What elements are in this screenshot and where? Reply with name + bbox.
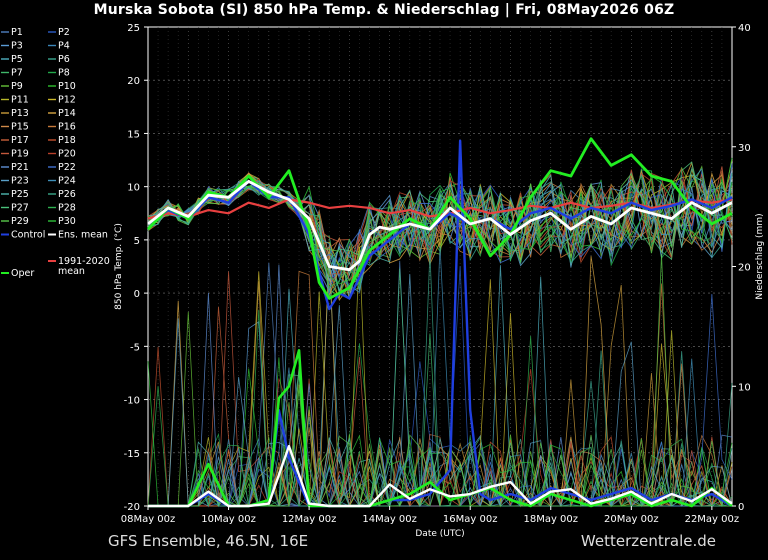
legend-label: Control xyxy=(11,230,45,241)
x-tick-label: 08May 00z xyxy=(121,514,176,525)
legend-label: P28 xyxy=(58,203,76,214)
legend-label: P13 xyxy=(11,108,29,119)
legend-label: P12 xyxy=(58,95,76,106)
ens-mean-precip-line xyxy=(148,444,733,508)
legend-label: P27 xyxy=(11,203,29,214)
member-temp-line xyxy=(147,157,733,285)
member-temp-line xyxy=(147,161,733,270)
legend-label: P7 xyxy=(11,68,23,79)
legend-label: P21 xyxy=(11,162,29,173)
y-left-tick-label: -10 xyxy=(124,396,140,407)
legend-label: P18 xyxy=(58,135,76,146)
legend: P1 P2 P3 P4 P5 P6 P7 P8 P9 P10 P11 P12 P13 P14 P15 P16 P… xyxy=(1,27,110,279)
legend-label: P29 xyxy=(11,216,29,227)
legend-label: P11 xyxy=(11,95,29,106)
axes: 25 20 15 10 5 0 -5 -10 -15 -20 40 30 20 10 0 08May 00z 1… xyxy=(114,23,765,539)
y-right-tick-label: 40 xyxy=(738,23,751,34)
member-temp-line xyxy=(147,174,733,288)
legend-label: P23 xyxy=(11,176,29,187)
legend-label: P20 xyxy=(58,149,76,160)
y-left-tick-label: 15 xyxy=(127,129,140,140)
x-tick-label: 22May 00z xyxy=(685,514,740,525)
x-tick-label: 14May 00z xyxy=(362,514,417,525)
footer-site: Wetterzentrale.de xyxy=(580,532,716,550)
legend-label: P22 xyxy=(58,162,76,173)
x-tick-label: 12May 00z xyxy=(282,514,337,525)
footer-model-info: GFS Ensemble, 46.5N, 16E xyxy=(108,532,309,550)
y-left-tick-label: 25 xyxy=(127,23,140,34)
legend-label: P16 xyxy=(58,122,76,133)
y-left-tick-label: 10 xyxy=(127,183,140,194)
member-precip-line xyxy=(148,254,732,508)
legend-label: P17 xyxy=(11,135,29,146)
legend-label: P25 xyxy=(11,189,29,200)
legend-label: P9 xyxy=(11,81,23,92)
legend-label: P5 xyxy=(11,54,23,65)
legend-label: P30 xyxy=(58,216,76,227)
x-tick-label: 10May 00z xyxy=(201,514,256,525)
oper-temp-line xyxy=(146,137,733,300)
legend-label: 1991-2020 xyxy=(58,256,110,267)
y-left-tick-label: 20 xyxy=(127,76,140,87)
x-tick-label: 16May 00z xyxy=(443,514,498,525)
plot-area xyxy=(147,26,733,507)
y-left-tick-label: -20 xyxy=(124,502,140,513)
x-tick-label: 20May 00z xyxy=(604,514,659,525)
y-left-axis-label: 850 hPa Temp. (°C) xyxy=(114,223,124,310)
legend-label: Oper xyxy=(11,268,34,279)
legend-label: P6 xyxy=(58,54,70,65)
legend-label: P15 xyxy=(11,122,29,133)
member-precip-line xyxy=(148,245,732,507)
y-left-tick-label: 0 xyxy=(134,289,140,300)
member-temp-line xyxy=(147,170,733,287)
legend-label: P19 xyxy=(11,149,29,160)
legend-label: P3 xyxy=(11,41,23,52)
y-right-axis-label: Niederschlag (mm) xyxy=(755,213,765,299)
main-series xyxy=(146,137,733,508)
y-right-tick-label: 0 xyxy=(738,502,744,513)
member-temp-line xyxy=(147,168,733,296)
legend-label: Ens. mean xyxy=(58,230,108,241)
y-right-tick-label: 20 xyxy=(738,263,751,274)
legend-label-line2: mean xyxy=(58,266,85,277)
y-left-tick-label: -5 xyxy=(130,342,140,353)
y-right-tick-label: 30 xyxy=(738,143,751,154)
y-left-tick-label: -15 xyxy=(124,449,140,460)
y-left-tick-label: 5 xyxy=(134,236,140,247)
legend-label: P8 xyxy=(58,68,70,79)
chart-title: Murska Sobota (SI) 850 hPa Temp. & Niede… xyxy=(93,2,675,18)
y-right-tick-label: 10 xyxy=(738,382,751,393)
x-tick-label: 18May 00z xyxy=(523,514,578,525)
legend-label: P4 xyxy=(58,41,70,52)
ens-mean-temp-line xyxy=(147,179,733,272)
legend-label: P1 xyxy=(11,27,23,38)
legend-label: P26 xyxy=(58,189,76,200)
legend-label: P10 xyxy=(58,81,76,92)
x-axis-label: Date (UTC) xyxy=(415,529,464,539)
legend-label: P2 xyxy=(58,27,70,38)
legend-label: P14 xyxy=(58,108,76,119)
legend-label: P24 xyxy=(58,176,76,187)
